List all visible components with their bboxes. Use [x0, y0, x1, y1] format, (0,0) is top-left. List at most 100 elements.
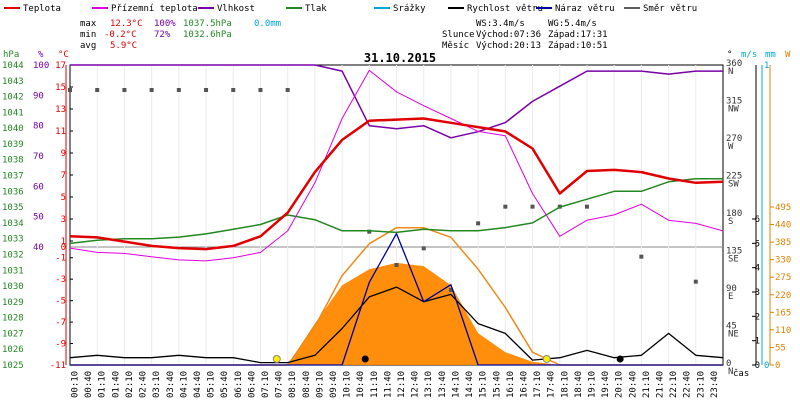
- tick-label-time: 19:10: [587, 371, 597, 398]
- stat-max-press: 1037.5hPa: [183, 19, 232, 29]
- tick-label-dir-compass: SW: [728, 180, 739, 190]
- tick-label-time: 04:10: [179, 371, 189, 398]
- tick-label-time: 18:10: [560, 371, 570, 398]
- tick-label-hpa: 1034: [2, 219, 24, 229]
- tick-label-time: 01:40: [111, 371, 121, 398]
- tick-label-time: 22:10: [669, 371, 679, 398]
- moonset-marker: [361, 355, 369, 363]
- wind-direction-dot: [176, 88, 181, 92]
- tick-label-hpa: 1035: [2, 203, 24, 213]
- tick-label-temp: 7: [61, 171, 66, 181]
- tick-label-wm2: 0: [775, 361, 780, 371]
- tick-label-dir-compass: E: [728, 292, 733, 302]
- stat-max-rain: 0.0mm: [254, 19, 281, 29]
- tick-label-time: 06:10: [234, 371, 244, 398]
- tick-label-mm: 0: [764, 361, 769, 371]
- tick-label-temp: 13: [55, 105, 66, 115]
- axis-ticks: 1044104310421041104010391038103710361035…: [2, 59, 791, 398]
- tick-label-ms: 3: [755, 288, 760, 298]
- tick-label-dir: 90: [726, 284, 737, 294]
- tick-label-wm2: 220: [775, 291, 791, 301]
- stat-min-label: min: [80, 30, 96, 40]
- stats-block: max 12.3°C 100% 1037.5hPa 0.0mm min -0.2…: [80, 19, 608, 51]
- stat-sun-set: Západ:17:31: [548, 30, 608, 40]
- wind-direction-dot: [421, 246, 426, 251]
- stat-max-label: max: [80, 19, 97, 29]
- wind-direction-dot: [639, 254, 644, 259]
- stat-min-temp: -0.2°C: [104, 30, 137, 40]
- tick-label-time: 16:10: [506, 371, 516, 398]
- tick-label-hpa: 1043: [2, 77, 24, 87]
- tick-label-mm: 1: [764, 61, 769, 71]
- tick-label-time: 23:10: [696, 371, 706, 398]
- tick-label-time: 16:40: [519, 371, 529, 398]
- wind-direction-dot: [68, 88, 72, 92]
- tick-label-pct: 90: [33, 91, 44, 101]
- sunset-marker: [542, 355, 551, 363]
- tick-label-wm2: 110: [775, 326, 791, 336]
- axis-title-mm: mm: [765, 50, 776, 60]
- plot-area: [68, 64, 724, 366]
- tick-label-hpa: 1044: [2, 61, 24, 71]
- tick-label-hpa: 1031: [2, 266, 24, 276]
- legend-label: Tlak: [305, 4, 327, 14]
- tick-label-time: 00:40: [84, 371, 94, 398]
- sunrise-marker: [272, 355, 281, 363]
- tick-label-hpa: 1029: [2, 298, 24, 308]
- tick-label-time: 06:40: [247, 371, 257, 398]
- tick-label-dir: 360: [726, 59, 742, 69]
- wind-direction-dot: [693, 279, 698, 284]
- tick-label-dir-compass: N: [728, 367, 733, 377]
- tick-label-time: 10:40: [356, 371, 366, 398]
- tick-label-temp: 11: [55, 127, 66, 137]
- tick-label-temp: 1: [61, 237, 66, 247]
- axis-title-temp: °C: [58, 50, 69, 60]
- tick-label-pct: 40: [33, 243, 44, 253]
- tick-label-temp: 15: [55, 83, 66, 93]
- tick-label-time: 02:40: [139, 371, 149, 398]
- tick-label-time: 08:40: [302, 371, 312, 398]
- tick-label-wm2: 330: [775, 256, 791, 266]
- tick-label-time: 11:40: [383, 371, 393, 398]
- wind-direction-dot: [122, 88, 127, 92]
- stat-ws: WS:3.4m/s: [476, 19, 525, 29]
- tick-label-time: 20:40: [628, 371, 638, 398]
- tick-label-time: 19:40: [601, 371, 611, 398]
- legend: Teplota Přízemní teplota Vlhkost Tlak Srážky…: [4, 4, 697, 14]
- tick-label-ms: 1: [755, 337, 760, 347]
- tick-label-time: 03:40: [166, 371, 176, 398]
- tick-label-temp: 17: [55, 61, 66, 71]
- tick-label-dir: 135: [726, 247, 742, 257]
- tick-label-time: 17:10: [533, 371, 543, 398]
- tick-label-hpa: 1042: [2, 93, 24, 103]
- tick-label-dir: 270: [726, 134, 742, 144]
- tick-label-time: 14:10: [451, 371, 461, 398]
- tick-label-hpa: 1038: [2, 156, 24, 166]
- stat-max-hum: 100%: [154, 19, 176, 29]
- tick-label-wm2: 275: [775, 273, 791, 283]
- wind-direction-dot: [584, 204, 589, 209]
- tick-label-pct: 70: [33, 152, 44, 162]
- tick-label-ms: 6: [755, 215, 760, 225]
- tick-label-time: 05:40: [220, 371, 230, 398]
- tick-label-time: 05:10: [207, 371, 217, 398]
- wind-direction-dot: [530, 204, 535, 209]
- wind-gust-line: [70, 232, 723, 366]
- tick-label-ms: 5: [755, 239, 760, 249]
- tick-label-hpa: 1033: [2, 235, 24, 245]
- tick-label-temp: 9: [61, 149, 66, 159]
- tick-label-hpa: 1039: [2, 140, 24, 150]
- tick-label-time: 07:10: [261, 371, 271, 398]
- tick-label-dir: 180: [726, 209, 742, 219]
- stat-min-hum: 72%: [154, 30, 171, 40]
- tick-label-time: 09:10: [315, 371, 325, 398]
- humidity-line: [70, 64, 723, 139]
- wind-direction-dot: [285, 88, 290, 92]
- tick-label-ms: 0: [755, 361, 760, 371]
- tick-label-time: 00:10: [71, 371, 81, 398]
- tick-label-hpa: 1025: [2, 361, 24, 371]
- tick-label-time: 13:10: [424, 371, 434, 398]
- tick-label-time: 08:10: [288, 371, 298, 398]
